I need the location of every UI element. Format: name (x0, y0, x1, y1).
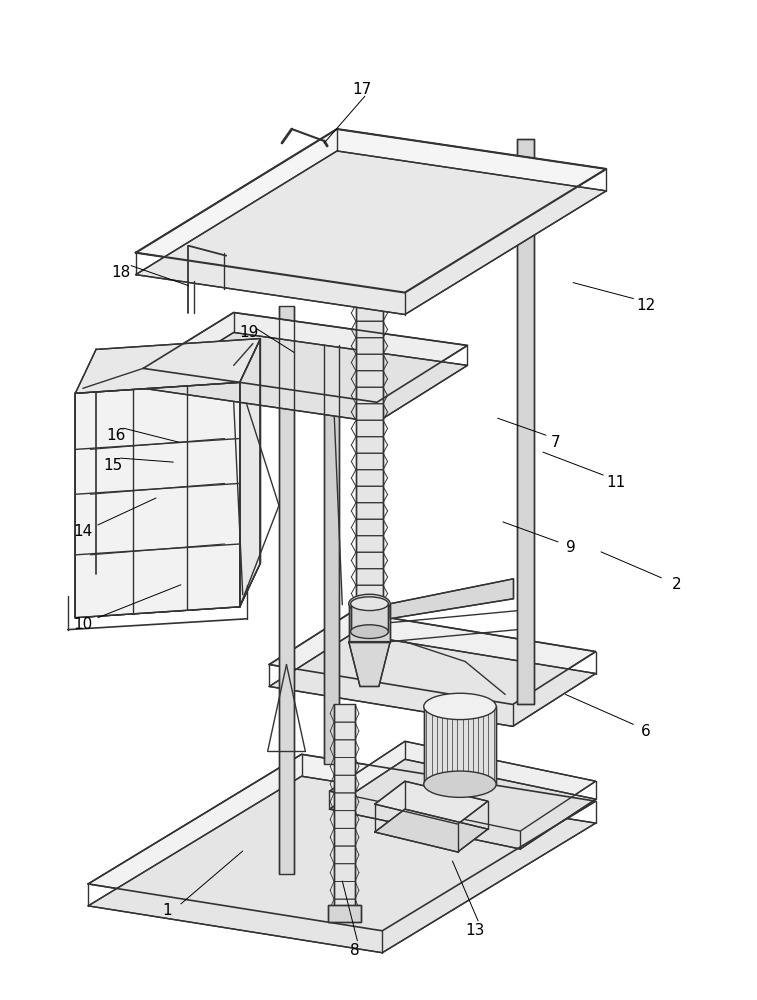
Ellipse shape (424, 771, 496, 797)
Polygon shape (329, 759, 596, 849)
Polygon shape (269, 634, 596, 726)
Polygon shape (136, 151, 606, 315)
Polygon shape (324, 345, 339, 764)
Polygon shape (329, 741, 596, 831)
Polygon shape (375, 809, 488, 852)
Text: 1: 1 (163, 903, 172, 918)
Text: 6: 6 (641, 724, 651, 739)
Text: 19: 19 (239, 325, 258, 340)
Polygon shape (349, 604, 390, 642)
Text: 17: 17 (352, 82, 372, 97)
Text: 16: 16 (106, 428, 126, 443)
Polygon shape (88, 754, 596, 931)
Polygon shape (143, 313, 468, 402)
Text: 12: 12 (637, 298, 656, 313)
Text: 15: 15 (104, 458, 123, 473)
Text: 9: 9 (566, 540, 576, 555)
Polygon shape (143, 332, 468, 422)
Polygon shape (279, 306, 294, 874)
Ellipse shape (350, 597, 388, 611)
Polygon shape (88, 776, 596, 953)
Ellipse shape (350, 625, 388, 638)
Polygon shape (136, 129, 606, 293)
Text: 13: 13 (466, 923, 484, 938)
Text: 8: 8 (350, 943, 359, 958)
Ellipse shape (349, 594, 390, 613)
Polygon shape (75, 382, 240, 618)
Polygon shape (75, 563, 260, 618)
Text: 11: 11 (606, 475, 626, 490)
Polygon shape (269, 612, 596, 704)
Polygon shape (328, 905, 361, 922)
Text: 7: 7 (551, 435, 560, 450)
Polygon shape (350, 604, 388, 632)
Polygon shape (334, 704, 355, 917)
Polygon shape (75, 339, 260, 393)
Ellipse shape (424, 693, 496, 720)
Text: 14: 14 (73, 524, 92, 539)
Polygon shape (375, 781, 488, 824)
Text: 2: 2 (671, 577, 681, 592)
Polygon shape (517, 139, 534, 704)
Polygon shape (356, 239, 383, 602)
Text: 18: 18 (111, 265, 130, 280)
Polygon shape (349, 642, 390, 686)
Text: 10: 10 (73, 617, 92, 632)
Polygon shape (424, 706, 496, 784)
Polygon shape (390, 579, 513, 619)
Polygon shape (240, 339, 260, 607)
